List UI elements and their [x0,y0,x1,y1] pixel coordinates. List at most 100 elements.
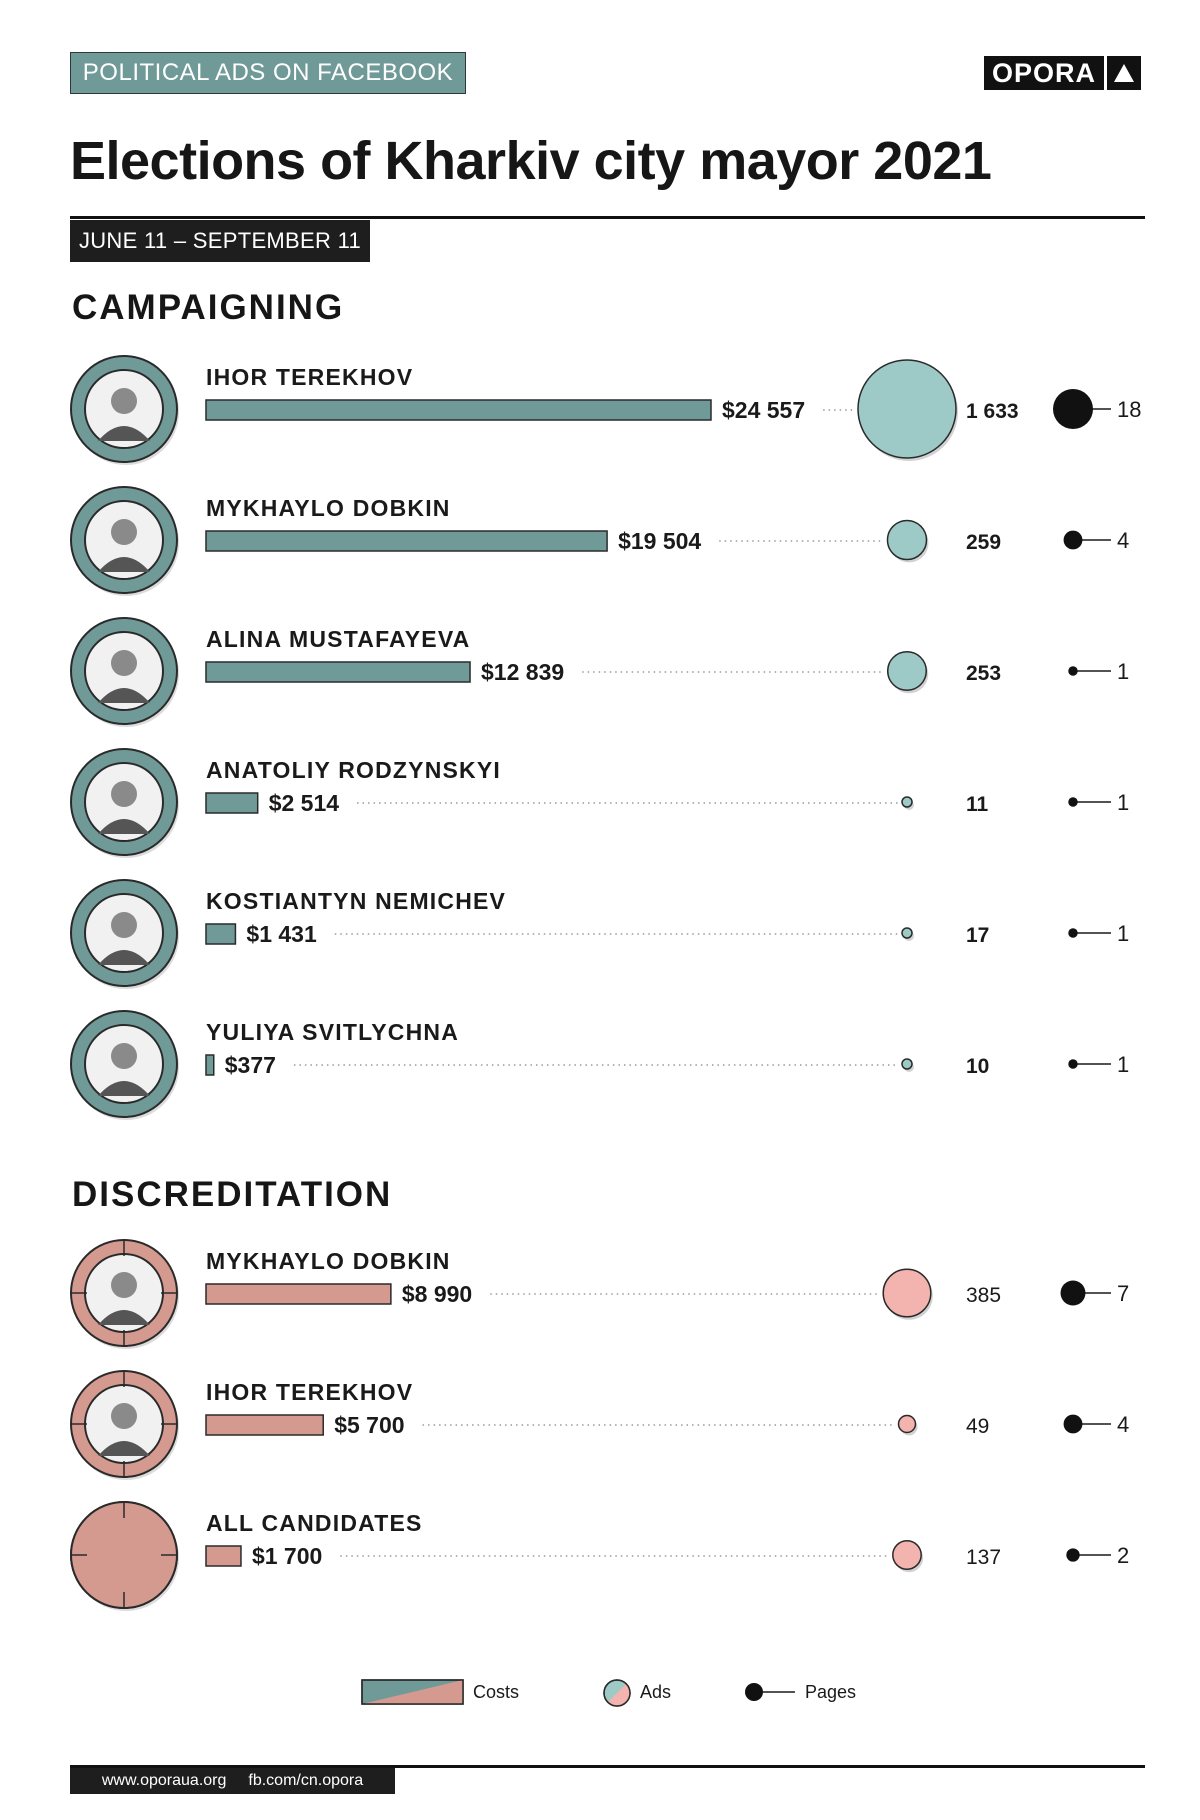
cost-bar [205,1414,324,1436]
ads-bubble [857,359,957,459]
legend-costs-label: Costs [473,1682,519,1702]
pages-dot [1060,1280,1086,1306]
legend-ads-split [607,1683,631,1707]
legend-ads-border [603,1679,631,1707]
pages-dot [1063,530,1083,550]
cost-label: $1 431 [246,921,317,947]
pages-label: 1 [1117,921,1129,946]
avatar-head-icon [111,1043,137,1069]
chart-legend: Costs Ads Pages [361,1679,856,1707]
candidate-name: ALL CANDIDATES [206,1510,423,1536]
avatar-shoulders-icon [98,950,150,965]
candidate-name: MYKHAYLO DOBKIN [206,495,451,521]
cost-bar [205,792,259,814]
chart-row-9: ALL CANDIDATES $1 700 137 2 [70,1501,1129,1611]
ads-bubble [882,1268,932,1318]
legend-ads-label: Ads [640,1682,671,1702]
logo-text: OPORA [984,56,1105,90]
candidate-name: IHOR TEREKHOV [206,1379,413,1405]
pages-dot [1068,928,1078,938]
section-title-campaigning: CAMPAIGNING [72,288,345,327]
cost-label: $5 700 [334,1412,404,1438]
pages-label: 7 [1117,1281,1129,1306]
pages-label: 4 [1117,528,1129,553]
cost-label: $377 [225,1052,276,1078]
avatar-shoulders-icon [98,426,150,441]
avatar-shoulders-icon [98,688,150,703]
cost-bar [205,399,712,421]
ads-label: 259 [966,531,1001,554]
chart-row-5: KOSTIANTYN NEMICHEV $1 431 17 1 [70,879,1129,989]
cost-bar [205,1283,392,1305]
cost-label: $8 990 [402,1281,472,1307]
ads-bubble [892,1540,922,1570]
footer-facebook[interactable]: fb.com/cn.opora [248,1772,364,1789]
candidate-name: IHOR TEREKHOV [206,364,413,390]
pages-dot [1066,1548,1080,1562]
cost-label: $1 700 [252,1543,322,1569]
avatar-shoulders-icon [98,1310,150,1325]
ads-label: 137 [966,1546,1001,1569]
ads-bubble [886,650,928,692]
pages-label: 4 [1117,1412,1129,1437]
chart-row-3: ALINA MUSTAFAYEVA $12 839 253 1 [70,617,1129,727]
opora-logo: OPORA [984,56,1142,90]
cost-label: $24 557 [722,397,805,423]
cost-label: $12 839 [481,659,564,685]
chart-row-8: IHOR TEREKHOV $5 700 49 4 [70,1370,1129,1480]
cost-bar [205,923,237,945]
pages-label: 18 [1117,397,1141,422]
ads-bubble [901,927,913,939]
avatar-shoulders-icon [98,1441,150,1456]
avatar-head-icon [111,388,137,414]
legend-pages-label: Pages [805,1682,856,1702]
ads-label: 1 633 [966,400,1019,423]
chart-row-4: ANATOLIY RODZYNSKYI$2 514 11 1 [70,748,1129,858]
cost-label: $2 514 [269,790,340,816]
avatar-head-icon [111,781,137,807]
avatar-shoulders-icon [98,557,150,572]
pages-dot [1063,1414,1083,1434]
pages-label: 1 [1117,790,1129,815]
footer-bar: www.oporaua.org fb.com/cn.opora [70,1768,395,1794]
avatar-head-icon [111,1403,137,1429]
cost-bar [205,1054,215,1076]
chart-row-2: MYKHAYLO DOBKIN $19 504 259 4 [70,486,1129,596]
avatar-head-icon [111,650,137,676]
footer-rule [70,1765,1145,1768]
avatar-shoulders-icon [98,819,150,834]
ads-label: 10 [966,1055,989,1078]
pages-dot [1068,666,1078,676]
chart-row-1: IHOR TEREKHOV $24 557 1 633 18 [70,355,1141,465]
candidate-name: KOSTIANTYN NEMICHEV [206,888,506,914]
candidate-name: MYKHAYLO DOBKIN [206,1248,451,1274]
avatar-head-icon [111,519,137,545]
ads-bubble [897,1414,917,1434]
avatar-head-icon [111,912,137,938]
chart-row-7: MYKHAYLO DOBKIN $8 990 385 7 [70,1239,1129,1349]
ads-bubble [901,796,913,808]
candidate-name: ANATOLIY RODZYNSKYI [206,757,501,783]
cost-bar [205,530,608,552]
page-title: Elections of Kharkiv city mayor 2021 [70,131,992,191]
cost-bar [205,1545,242,1567]
date-range-badge: JUNE 11 – SEPTEMBER 11 [70,220,370,262]
ads-bubble [901,1058,913,1070]
legend-costs-split [362,1680,463,1704]
cost-label: $19 504 [618,528,701,554]
header-tag: POLITICAL ADS ON FACEBOOK [70,52,466,94]
legend-pages-swatch [745,1683,763,1701]
avatar-shoulders-icon [98,1081,150,1096]
cost-bar [205,661,471,683]
triangle-icon [1107,56,1142,90]
pages-dot [1053,389,1093,429]
legend-costs-border [361,1679,464,1705]
ads-label: 385 [966,1284,1001,1307]
candidate-name: YULIYA SVITLYCHNA [206,1019,459,1045]
avatar-head-icon [111,1272,137,1298]
section-title-discreditation: DISCREDITATION [72,1175,393,1214]
footer-website[interactable]: www.oporaua.org [101,1772,227,1789]
ads-label: 11 [966,793,989,816]
title-rule [70,216,1145,219]
